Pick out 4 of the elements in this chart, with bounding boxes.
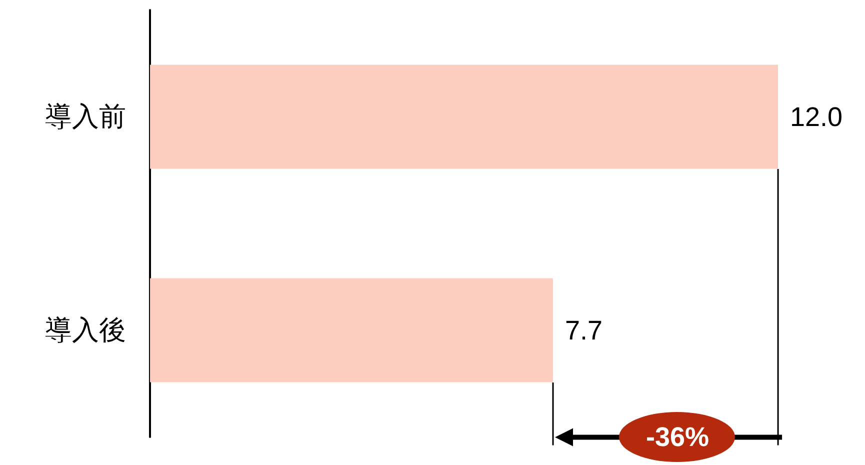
data-label: 12.0 bbox=[790, 102, 843, 132]
y-tick-label: 導入後 bbox=[45, 314, 126, 346]
y-tick-label: 導入前 bbox=[45, 101, 126, 132]
data-label: 7.7 bbox=[564, 315, 603, 346]
